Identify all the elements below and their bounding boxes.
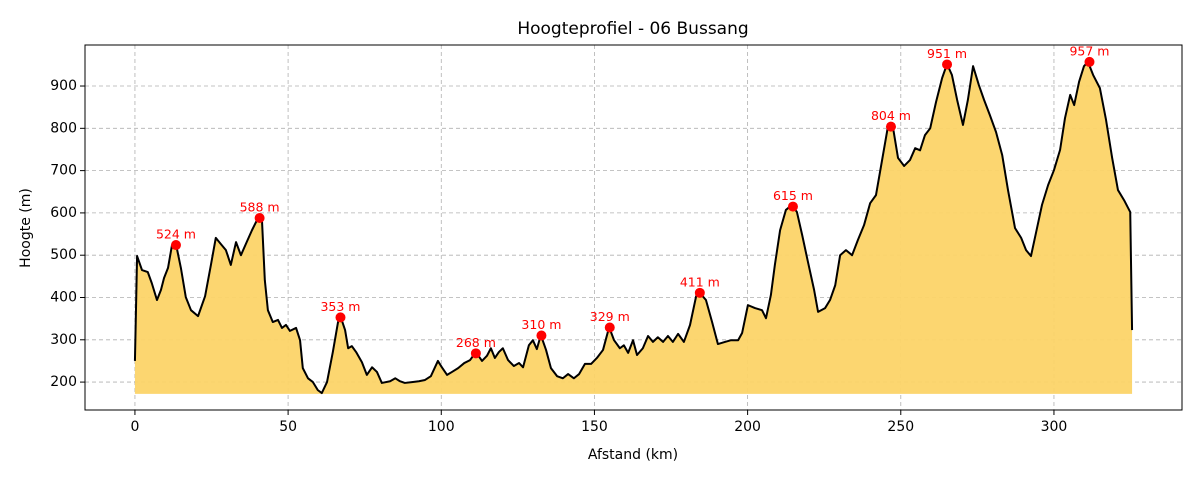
peak-label: 804 m [871, 108, 911, 123]
x-axis-label: Afstand (km) [588, 447, 678, 463]
x-tick-label: 150 [581, 419, 608, 435]
x-tick-label: 50 [279, 419, 297, 435]
peak-label: 411 m [680, 274, 720, 289]
y-tick-label: 800 [50, 120, 77, 136]
elevation-line [133, 60, 1134, 395]
y-axis-label: Hoogte (m) [18, 188, 34, 268]
peak-marker [942, 59, 953, 70]
x-tick-label: 100 [428, 419, 455, 435]
y-tick-label: 700 [50, 163, 77, 179]
peak-marker [604, 322, 615, 333]
peak-marker [1084, 56, 1095, 67]
peak-marker [787, 201, 798, 212]
x-tick-label: 0 [130, 419, 139, 435]
y-tick-label: 400 [50, 289, 77, 305]
y-tick-label: 300 [50, 332, 77, 348]
peak-marker [885, 121, 896, 132]
peak-label: 524 m [156, 227, 196, 242]
x-tick-label: 300 [1041, 419, 1068, 435]
chart-title: Hoogteprofiel - 06 Bussang [517, 19, 748, 39]
peak-label: 951 m [927, 46, 967, 61]
peak-marker [254, 212, 265, 223]
peak-marker [694, 287, 705, 298]
peak-marker [536, 330, 547, 341]
peak-label: 588 m [240, 199, 280, 214]
peak-label: 957 m [1069, 43, 1109, 58]
peak-marker [470, 348, 481, 359]
plot-frame [84, 44, 1183, 411]
peak-label: 353 m [320, 299, 360, 314]
elevation-area [134, 61, 1133, 394]
peak-label: 268 m [456, 335, 496, 350]
peak-label: 329 m [590, 309, 630, 324]
peak-label: 310 m [521, 317, 561, 332]
x-tick-label: 250 [887, 419, 914, 435]
y-tick-label: 500 [50, 247, 77, 263]
y-tick-label: 200 [50, 374, 77, 390]
peak-marker [335, 312, 346, 323]
y-tick-label: 600 [50, 205, 77, 221]
peak-label: 615 m [773, 188, 813, 203]
y-tick-label: 900 [50, 78, 77, 94]
x-tick-label: 200 [734, 419, 761, 435]
peak-marker [170, 240, 181, 251]
